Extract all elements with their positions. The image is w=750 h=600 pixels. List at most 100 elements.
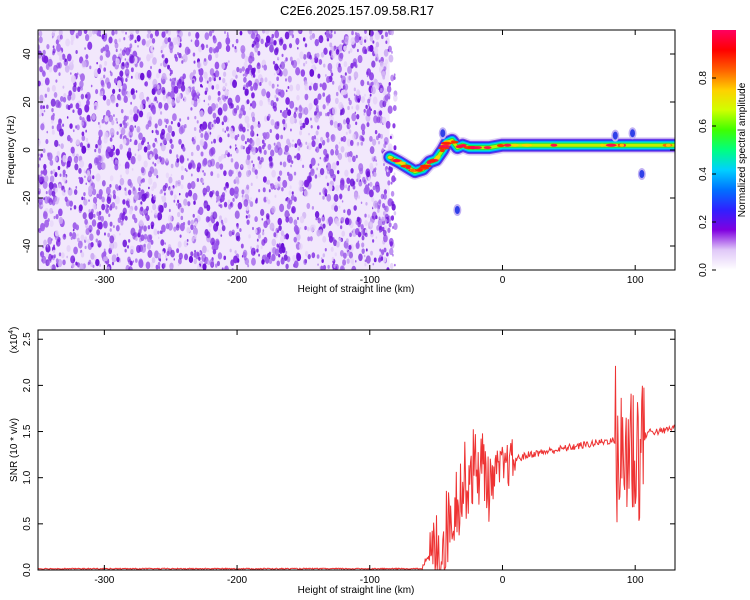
noise-speck <box>62 123 65 127</box>
noise-speck <box>108 36 113 44</box>
noise-speck <box>264 30 270 35</box>
noise-speck <box>302 37 306 42</box>
noise-speck <box>154 123 158 129</box>
noise-speck <box>388 222 392 228</box>
noise-speck <box>294 143 298 148</box>
noise-speck <box>296 110 299 114</box>
noise-speck <box>115 225 120 232</box>
spectrogram-y-tick-label: 40 <box>22 48 33 60</box>
noise-speck <box>80 93 85 100</box>
noise-speck <box>169 42 173 46</box>
noise-speck <box>173 258 176 261</box>
noise-speck <box>293 112 297 119</box>
noise-speck <box>52 112 55 117</box>
noise-speck <box>129 37 132 41</box>
noise-speck <box>54 229 59 237</box>
noise-speck <box>202 187 207 196</box>
noise-speck <box>153 148 158 156</box>
noise-speck <box>255 42 260 49</box>
noise-speck <box>320 257 323 261</box>
noise-speck <box>81 135 86 142</box>
noise-speck <box>251 100 257 109</box>
noise-speck <box>309 34 313 41</box>
noise-speck <box>293 224 299 233</box>
noise-speck <box>186 227 191 234</box>
noise-speck <box>40 105 43 110</box>
noise-speck <box>261 139 265 144</box>
noise-speck <box>292 59 298 69</box>
noise-speck <box>282 68 288 77</box>
noise-speck <box>241 52 246 59</box>
noise-speck <box>173 194 177 200</box>
noise-speck <box>336 170 340 175</box>
noise-speck <box>140 201 143 205</box>
noise-speck <box>382 256 387 263</box>
noise-speck <box>239 68 243 74</box>
noise-speck <box>98 129 103 138</box>
noise-speck <box>87 242 93 251</box>
noise-speck <box>203 255 205 259</box>
noise-speck <box>311 252 316 259</box>
noise-speck <box>170 120 173 125</box>
noise-speck <box>307 236 311 242</box>
colorbar-tick-label: 0.4 <box>698 167 709 181</box>
noise-speck <box>64 58 67 63</box>
noise-speck <box>344 72 347 76</box>
noise-speck <box>154 162 157 167</box>
noise-speck <box>75 102 80 110</box>
noise-speck <box>192 52 196 57</box>
noise-speck <box>75 236 77 240</box>
noise-speck <box>42 168 48 176</box>
noise-speck <box>322 235 327 243</box>
noise-speck <box>272 60 276 65</box>
noise-speck <box>363 112 366 116</box>
noise-speck <box>378 59 381 63</box>
noise-speck <box>160 49 163 54</box>
noise-speck <box>44 175 49 183</box>
noise-speck <box>204 200 206 204</box>
noise-speck <box>137 154 142 162</box>
noise-speck <box>344 217 350 225</box>
noise-speck <box>169 266 173 270</box>
noise-speck <box>127 189 132 196</box>
noise-speck <box>58 143 60 147</box>
noise-speck <box>186 169 188 173</box>
noise-speck <box>110 144 114 150</box>
noise-speck <box>84 236 88 241</box>
noise-speck <box>47 253 53 261</box>
noise-speck <box>204 132 209 141</box>
noise-speck <box>328 94 331 99</box>
noise-speck <box>261 231 265 236</box>
noise-speck <box>369 135 373 142</box>
noise-speck <box>103 74 106 79</box>
noise-speck <box>358 36 362 41</box>
noise-speck <box>149 116 152 121</box>
noise-speck <box>115 205 118 210</box>
ridge-hotspot <box>605 143 617 147</box>
noise-speck <box>40 250 45 258</box>
noise-speck <box>184 124 187 129</box>
noise-speck <box>186 242 189 246</box>
noise-speck <box>319 167 325 176</box>
noise-speck <box>324 248 327 252</box>
noise-speck <box>252 40 256 46</box>
noise-speck <box>130 101 133 105</box>
noise-speck <box>382 202 386 209</box>
noise-speck <box>116 253 119 257</box>
noise-speck <box>178 192 181 196</box>
noise-speck <box>109 241 115 251</box>
noise-speck <box>58 208 63 217</box>
noise-speck <box>348 50 351 54</box>
noise-speck <box>133 113 139 122</box>
noise-speck <box>292 139 294 142</box>
noise-speck <box>148 186 150 190</box>
noise-speck <box>38 228 40 232</box>
noise-speck <box>322 214 325 218</box>
noise-speck <box>198 128 202 134</box>
noise-speck <box>109 228 112 232</box>
noise-speck <box>299 130 303 136</box>
noise-speck <box>181 56 183 59</box>
noise-speck <box>97 240 102 248</box>
noise-speck <box>223 170 227 177</box>
noise-speck <box>383 193 387 200</box>
